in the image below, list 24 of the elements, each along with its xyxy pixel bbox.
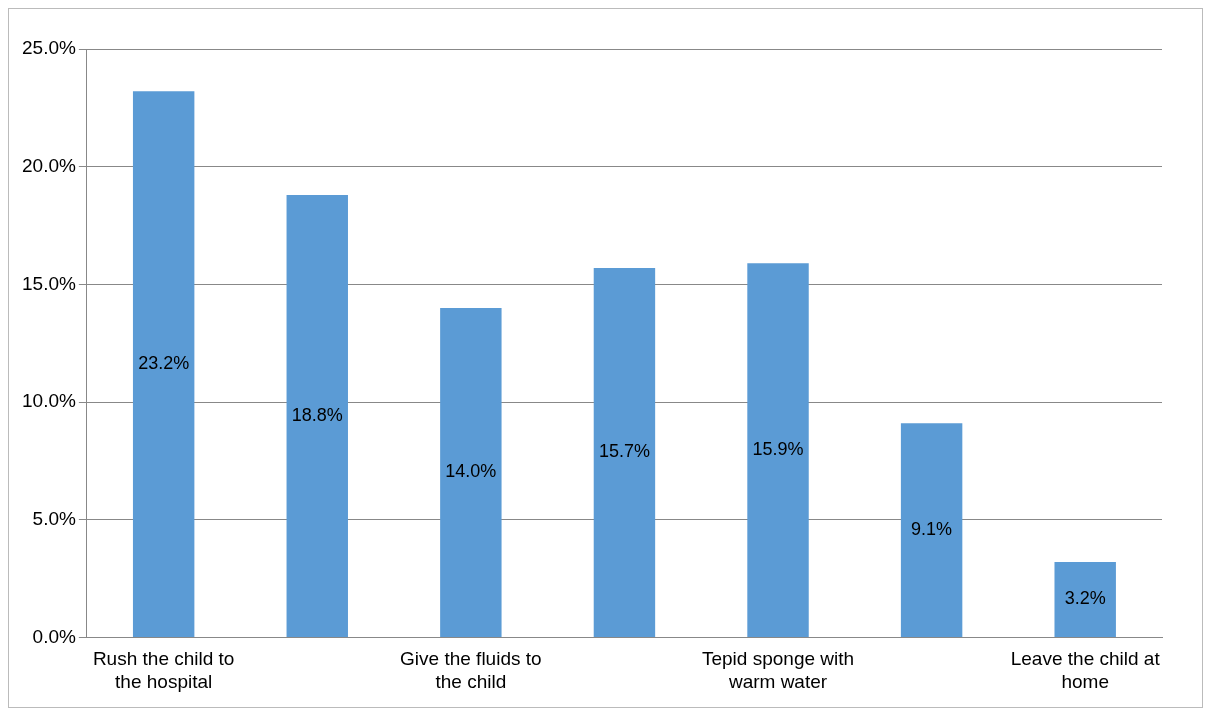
bar (1054, 562, 1116, 637)
data-label: 18.8% (291, 404, 343, 425)
data-label: 9.1% (911, 519, 953, 540)
data-label: 23.2% (138, 353, 190, 374)
y-tick-label: 5.0% (32, 507, 76, 529)
bar (747, 263, 809, 637)
bar (593, 267, 656, 637)
bar (132, 91, 195, 637)
y-tick-label: 25.0% (22, 37, 76, 59)
bar (900, 423, 963, 637)
y-tick-label: 10.0% (22, 390, 76, 412)
x-tick-label: Rush the child to the hospital (92, 648, 235, 692)
data-label: 14.0% (445, 461, 497, 482)
bar (440, 307, 502, 637)
data-label: 15.9% (752, 439, 804, 460)
y-tick-label: 0.0% (32, 625, 76, 647)
data-label: 3.2% (1064, 588, 1106, 609)
y-tick-label: 20.0% (22, 154, 76, 176)
x-tick-label: Tepid sponge with warm water (701, 648, 855, 692)
bar (286, 194, 348, 637)
x-tick-label: Leave the child at home (1010, 648, 1161, 692)
y-tick-label: 15.0% (22, 272, 76, 294)
x-tick-label: Give the fluids to the child (400, 648, 542, 692)
data-label: 15.7% (598, 441, 650, 462)
